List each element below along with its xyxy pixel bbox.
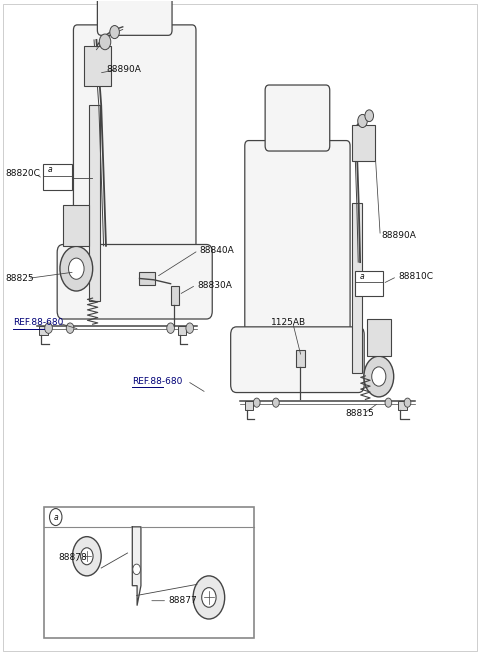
Circle shape — [81, 548, 93, 565]
Bar — [245, 401, 253, 410]
FancyBboxPatch shape — [97, 0, 172, 35]
Text: 88830A: 88830A — [197, 280, 232, 290]
Circle shape — [60, 246, 93, 291]
Bar — [367, 318, 391, 356]
Bar — [89, 105, 100, 301]
Circle shape — [253, 398, 260, 407]
Circle shape — [365, 110, 373, 122]
Text: a: a — [360, 272, 364, 281]
Circle shape — [358, 115, 367, 128]
Text: 88878: 88878 — [58, 553, 87, 562]
Bar — [398, 401, 407, 410]
Circle shape — [110, 26, 120, 39]
Text: 88810C: 88810C — [398, 272, 433, 281]
Circle shape — [167, 323, 174, 333]
Polygon shape — [132, 527, 141, 605]
Bar — [352, 125, 375, 161]
Circle shape — [69, 258, 84, 279]
Text: 88890A: 88890A — [106, 65, 141, 74]
FancyBboxPatch shape — [73, 25, 196, 271]
Text: 88820C: 88820C — [5, 170, 40, 178]
Circle shape — [193, 576, 225, 619]
Text: a: a — [48, 165, 52, 174]
Bar — [39, 326, 48, 335]
Bar — [296, 350, 305, 367]
Circle shape — [385, 398, 392, 407]
Bar — [178, 326, 186, 335]
Circle shape — [273, 398, 279, 407]
Text: a: a — [53, 513, 58, 521]
Circle shape — [404, 398, 411, 407]
Bar — [63, 205, 89, 246]
FancyBboxPatch shape — [245, 141, 350, 351]
Circle shape — [72, 536, 101, 576]
FancyBboxPatch shape — [231, 327, 364, 392]
Circle shape — [186, 323, 193, 333]
Circle shape — [99, 34, 111, 50]
Text: 88840A: 88840A — [199, 246, 234, 255]
FancyBboxPatch shape — [265, 85, 330, 151]
Text: REF.88-680: REF.88-680 — [132, 377, 183, 386]
Circle shape — [45, 323, 52, 333]
Bar — [355, 271, 383, 296]
Circle shape — [202, 588, 216, 607]
Text: REF.88-680: REF.88-680 — [12, 318, 63, 328]
Circle shape — [133, 564, 141, 574]
Bar — [84, 47, 111, 86]
FancyBboxPatch shape — [57, 244, 212, 319]
Circle shape — [364, 356, 394, 397]
Circle shape — [66, 323, 74, 333]
Bar — [43, 164, 72, 190]
Text: 88890A: 88890A — [381, 231, 416, 240]
Bar — [44, 507, 254, 638]
Bar — [352, 203, 362, 373]
Circle shape — [372, 367, 386, 386]
Text: 88825: 88825 — [5, 274, 34, 283]
Text: 1125AB: 1125AB — [271, 318, 306, 327]
Circle shape — [49, 508, 62, 525]
Bar — [170, 286, 179, 305]
Bar — [140, 272, 155, 285]
Text: 88815: 88815 — [345, 409, 374, 419]
Text: 88877: 88877 — [168, 596, 197, 605]
